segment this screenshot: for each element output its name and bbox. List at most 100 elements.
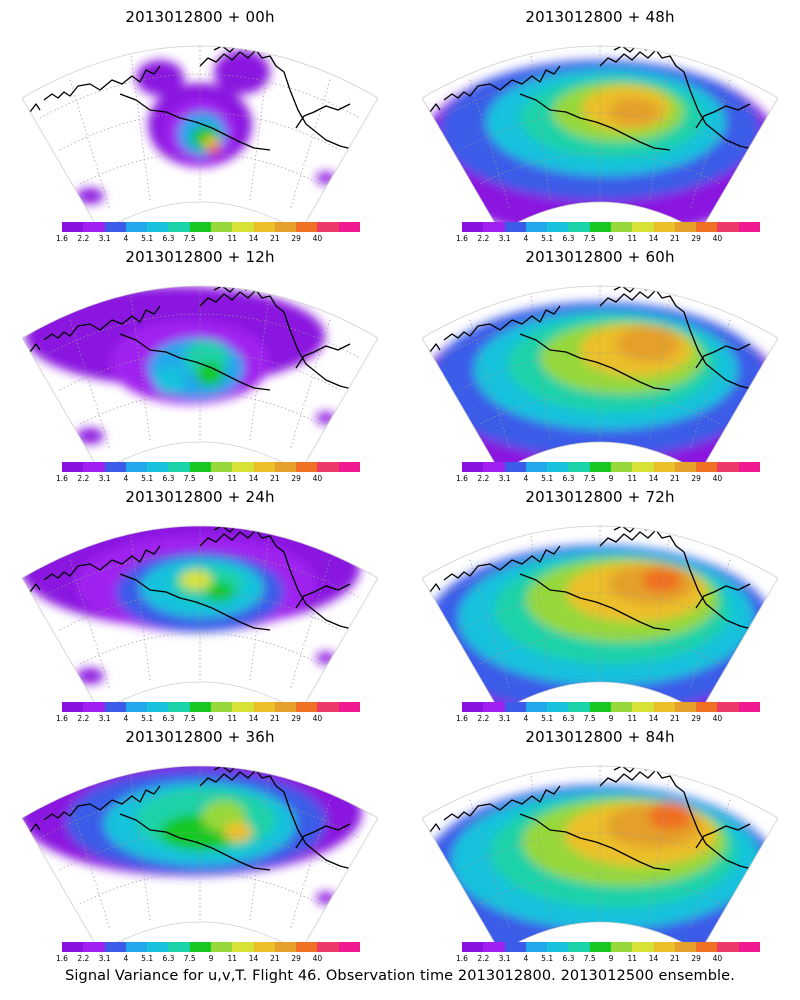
colorbar-swatch xyxy=(338,702,360,712)
forecast-panel: 2013012800 + 48h 1.6 2.2 3.1 4 5.1 6.3 7.5 9 11 14… xyxy=(400,0,800,243)
colorbar-swatch xyxy=(317,942,339,952)
forecast-panel: 2013012800 + 24h 1.6 2.2 3.1 4 5.1 6.3 7.5 9 11 14… xyxy=(0,480,400,723)
colorbar-label: 7.5 xyxy=(583,954,596,963)
colorbar-swatch xyxy=(610,702,633,712)
colorbar-label: 29 xyxy=(691,234,701,243)
colorbar-swatch xyxy=(696,462,718,472)
colorbar-label: 11 xyxy=(627,954,638,963)
colorbar-swatch xyxy=(589,702,611,712)
panel-title: 2013012800 + 00h xyxy=(125,8,275,26)
variance-map xyxy=(21,765,379,942)
colorbar-swatch xyxy=(296,462,318,472)
colorbar-label: 2.2 xyxy=(77,474,90,483)
colorbar-labels: 1.6 2.2 3.1 4 5.1 6.3 7.5 9 11 14 21 29 40 xyxy=(56,234,360,244)
colorbar-label: 4 xyxy=(523,954,529,963)
panel-title: 2013012800 + 60h xyxy=(525,248,675,266)
colorbar-label: 29 xyxy=(291,714,301,723)
colorbar-label: 4 xyxy=(123,474,129,483)
colorbar-swatch xyxy=(317,702,339,712)
colorbar-label: 5.1 xyxy=(141,714,154,723)
colorbar-label: 9 xyxy=(208,474,214,483)
colorbar-swatch xyxy=(168,942,190,952)
colorbar-labels: 1.6 2.2 3.1 4 5.1 6.3 7.5 9 11 14 21 29 40 xyxy=(456,474,760,484)
colorbar-swatch xyxy=(696,702,718,712)
colorbar-swatch xyxy=(589,462,611,472)
colorbar-label: 14 xyxy=(648,954,659,963)
colorbar-swatch xyxy=(653,702,675,712)
colorbar-label: 3.1 xyxy=(98,234,111,243)
colorbar-swatch xyxy=(104,462,126,472)
colorbar-label: 11 xyxy=(627,474,638,483)
colorbar-label: 1.6 xyxy=(56,954,68,963)
colorbar-swatch xyxy=(83,462,105,472)
colorbar-label: 11 xyxy=(227,954,238,963)
forecast-panel: 2013012800 + 72h 1.6 2.2 3.1 4 5.1 6.3 7.5 9 11 14… xyxy=(400,480,800,723)
colorbar-swatch xyxy=(296,222,318,232)
colorbar-swatch xyxy=(125,702,148,712)
colorbar-label: 9 xyxy=(608,954,614,963)
colorbar-swatch xyxy=(547,222,569,232)
colorbar-swatch xyxy=(62,702,84,712)
colorbar-swatch xyxy=(83,942,105,952)
colorbar-label: 29 xyxy=(691,714,701,723)
colorbar-label: 6.3 xyxy=(562,954,575,963)
colorbar-label: 5.1 xyxy=(141,234,154,243)
colorbar-label: 40 xyxy=(312,954,323,963)
colorbar-label: 21 xyxy=(270,954,280,963)
colorbar-label: 40 xyxy=(712,474,723,483)
colorbar-label: 21 xyxy=(670,954,680,963)
panel-title: 2013012800 + 48h xyxy=(525,8,675,26)
colorbar-swatch xyxy=(547,462,569,472)
colorbar-swatch xyxy=(632,942,654,952)
colorbar-swatch xyxy=(232,942,254,952)
colorbar-label: 14 xyxy=(248,714,259,723)
colorbar-label: 40 xyxy=(312,234,323,243)
colorbar-label: 2.2 xyxy=(77,954,90,963)
colorbar-label: 1.6 xyxy=(56,234,68,243)
colorbar-label: 40 xyxy=(312,714,323,723)
colorbar-labels: 1.6 2.2 3.1 4 5.1 6.3 7.5 9 11 14 21 29 40 xyxy=(56,954,360,964)
colorbar-swatch xyxy=(632,702,654,712)
colorbar-swatch xyxy=(62,942,84,952)
colorbar-label: 14 xyxy=(248,954,259,963)
colorbar-swatch xyxy=(610,222,633,232)
colorbar-labels: 1.6 2.2 3.1 4 5.1 6.3 7.5 9 11 14 21 29 40 xyxy=(56,714,360,724)
colorbar-swatch xyxy=(653,222,675,232)
colorbar-swatch xyxy=(717,462,739,472)
colorbar-swatch xyxy=(525,702,548,712)
forecast-panel: 2013012800 + 00h 1.6 2.2 3.1 4 5.1 6.3 7.5 9 11 14… xyxy=(0,0,400,243)
variance-map xyxy=(421,285,779,462)
panel-title: 2013012800 + 72h xyxy=(525,488,675,506)
colorbar-swatch xyxy=(696,222,718,232)
colorbar-swatch xyxy=(674,462,697,472)
colorbar-swatch xyxy=(738,222,760,232)
colorbar-swatch xyxy=(717,942,739,952)
colorbar-label: 7.5 xyxy=(183,714,196,723)
colorbar-swatch xyxy=(610,942,633,952)
colorbar-swatch xyxy=(147,942,169,952)
forecast-panel: 2013012800 + 60h 1.6 2.2 3.1 4 5.1 6.3 7.5 9 11 14… xyxy=(400,240,800,483)
colorbar-swatch xyxy=(462,222,484,232)
colorbar-swatch xyxy=(83,222,105,232)
colorbar-label: 40 xyxy=(712,714,723,723)
panel-title: 2013012800 + 24h xyxy=(125,488,275,506)
colorbar-swatch xyxy=(189,942,211,952)
colorbar-label: 4 xyxy=(523,474,529,483)
colorbar-label: 6.3 xyxy=(162,234,175,243)
colorbar xyxy=(462,462,760,472)
colorbar-label: 11 xyxy=(227,234,238,243)
colorbar-swatch xyxy=(147,702,169,712)
colorbar-label: 2.2 xyxy=(77,234,90,243)
colorbar-label: 7.5 xyxy=(583,234,596,243)
colorbar-label: 5.1 xyxy=(541,234,554,243)
colorbar-swatch xyxy=(62,222,84,232)
colorbar-swatch xyxy=(210,462,233,472)
colorbar-swatch xyxy=(253,942,275,952)
colorbar-label: 4 xyxy=(123,954,129,963)
colorbar-swatch xyxy=(168,702,190,712)
colorbar-swatch xyxy=(674,942,697,952)
colorbar-swatch xyxy=(83,702,105,712)
colorbar-label: 2.2 xyxy=(477,954,490,963)
colorbar-label: 6.3 xyxy=(562,474,575,483)
colorbar-label: 3.1 xyxy=(498,474,511,483)
